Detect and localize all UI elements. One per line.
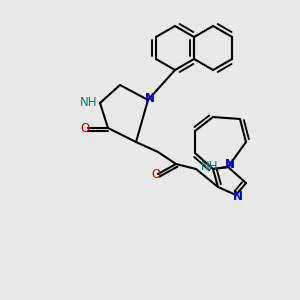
Text: NH: NH: [201, 160, 218, 172]
Text: O: O: [80, 122, 90, 134]
Text: N: N: [225, 158, 235, 170]
Text: N: N: [145, 92, 155, 104]
Text: O: O: [152, 169, 160, 182]
Text: N: N: [233, 190, 243, 203]
Text: NH: NH: [80, 97, 97, 110]
